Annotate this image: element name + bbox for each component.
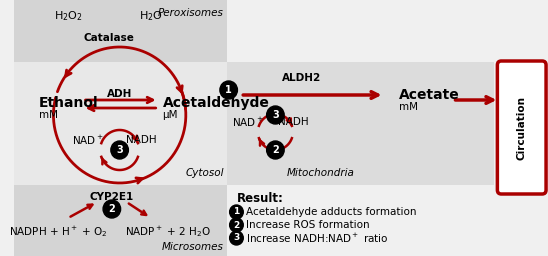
- Circle shape: [220, 81, 237, 99]
- Text: Increase NADH:NAD$^+$ ratio: Increase NADH:NAD$^+$ ratio: [246, 231, 389, 244]
- Text: 1: 1: [225, 85, 232, 95]
- Text: Ethanol: Ethanol: [39, 96, 99, 110]
- Text: ADH: ADH: [107, 89, 132, 99]
- Bar: [14, 62, 227, 185]
- Text: NADP$^+$ + 2 H$_2$O: NADP$^+$ + 2 H$_2$O: [125, 225, 212, 239]
- FancyBboxPatch shape: [498, 61, 546, 194]
- Circle shape: [230, 231, 243, 245]
- Text: Circulation: Circulation: [517, 96, 527, 160]
- Circle shape: [103, 200, 121, 218]
- Circle shape: [267, 141, 284, 159]
- Text: mM: mM: [39, 110, 58, 120]
- Text: 3: 3: [233, 233, 239, 242]
- Text: 2: 2: [272, 145, 279, 155]
- Text: 2: 2: [233, 220, 239, 229]
- Text: Acetaldehyde adducts formation: Acetaldehyde adducts formation: [246, 207, 416, 217]
- Circle shape: [230, 218, 243, 232]
- Text: Cytosol: Cytosol: [185, 168, 224, 178]
- Text: CYP2E1: CYP2E1: [90, 192, 134, 202]
- Text: H$_2$O$_2$: H$_2$O$_2$: [54, 9, 82, 23]
- Circle shape: [230, 205, 243, 219]
- Text: Acetate: Acetate: [399, 88, 460, 102]
- Text: ALDH2: ALDH2: [282, 73, 321, 83]
- Text: Acetaldehyde: Acetaldehyde: [162, 96, 270, 110]
- Text: Mitochondria: Mitochondria: [287, 168, 355, 178]
- Bar: [14, 185, 227, 256]
- Text: 3: 3: [116, 145, 123, 155]
- Circle shape: [267, 106, 284, 124]
- Text: 2: 2: [109, 204, 115, 214]
- Text: Increase ROS formation: Increase ROS formation: [246, 220, 370, 230]
- Text: NAD$^+$: NAD$^+$: [232, 115, 264, 129]
- Text: Catalase: Catalase: [83, 33, 134, 43]
- Circle shape: [111, 141, 128, 159]
- Text: μM: μM: [162, 110, 178, 120]
- Text: Microsomes: Microsomes: [162, 242, 224, 252]
- Text: Peroxisomes: Peroxisomes: [158, 8, 224, 18]
- Bar: [14, 0, 227, 62]
- Text: H$_2$O: H$_2$O: [139, 9, 163, 23]
- Bar: [227, 185, 548, 256]
- Text: NADH: NADH: [125, 135, 156, 145]
- Text: NADPH + H$^+$ + O$_2$: NADPH + H$^+$ + O$_2$: [9, 225, 107, 239]
- Text: Result:: Result:: [236, 192, 283, 205]
- Text: 3: 3: [272, 110, 279, 120]
- Text: 1: 1: [233, 208, 239, 217]
- Text: mM: mM: [399, 102, 418, 112]
- Text: NADH: NADH: [278, 117, 308, 127]
- Text: NAD$^+$: NAD$^+$: [72, 133, 104, 146]
- Bar: [227, 62, 494, 185]
